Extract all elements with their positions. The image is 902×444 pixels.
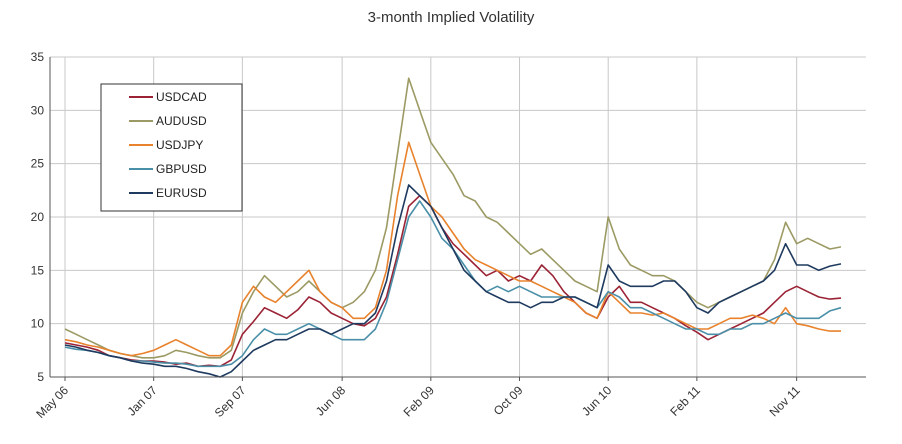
- legend-label-gbpusd: GBPUSD: [156, 162, 207, 176]
- series-line-usdcad: [64, 194, 842, 368]
- y-tick-label: 25: [31, 157, 45, 171]
- x-tick-label: Feb 09: [401, 383, 438, 420]
- x-tick-label: Jan 07: [124, 383, 160, 419]
- y-tick-label: 5: [37, 370, 44, 384]
- series-line-eurusd: [64, 184, 842, 378]
- series-line-audusd: [64, 77, 842, 359]
- y-tick-label: 35: [31, 50, 45, 64]
- x-tick-label: Jun 08: [313, 383, 349, 419]
- legend-label-usdjpy: USDJPY: [156, 138, 203, 152]
- y-tick-label: 30: [31, 103, 45, 117]
- y-tick-label: 10: [31, 317, 45, 331]
- x-tick-label: May 06: [33, 383, 71, 421]
- x-tick-label: Oct 09: [491, 383, 526, 418]
- series-line-usdjpy: [64, 141, 841, 357]
- x-tick-label: Jun 10: [579, 383, 615, 419]
- x-tick-label: Sep 07: [212, 383, 249, 420]
- legend-label-eurusd: EURUSD: [156, 186, 207, 200]
- x-tick-label: Feb 11: [667, 383, 703, 419]
- y-tick-label: 15: [31, 263, 45, 277]
- y-tick-label: 20: [31, 210, 45, 224]
- legend-label-audusd: AUDUSD: [156, 114, 207, 128]
- legend-box: [100, 83, 243, 212]
- x-tick-label: Nov 11: [767, 383, 803, 419]
- chart-title: 3-month Implied Volatility: [367, 9, 535, 26]
- legend-label-usdcad: USDCAD: [156, 90, 207, 104]
